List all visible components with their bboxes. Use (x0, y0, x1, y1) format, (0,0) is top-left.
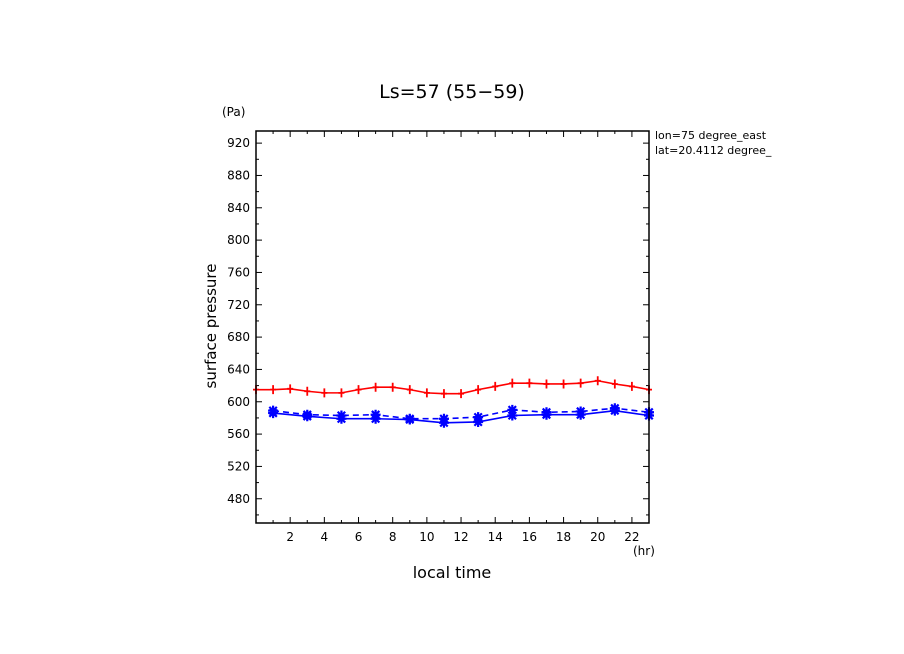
annotation-lon: lon=75 degree_east (655, 129, 767, 142)
series-point-2 (370, 409, 381, 420)
series-point-0 (270, 385, 277, 395)
annotation-lat: lat=20.4112 degree_ (655, 144, 772, 157)
series-point-2 (575, 406, 586, 417)
x-tick-label: 4 (321, 530, 329, 544)
x-tick-label: 22 (624, 530, 639, 544)
chart-title: Ls=57 (55−59) (379, 81, 525, 103)
y-tick-label: 640 (227, 362, 250, 376)
y-tick-label: 480 (227, 492, 250, 506)
x-tick-label: 14 (488, 530, 503, 544)
series-point-0 (372, 382, 379, 392)
series-point-2 (541, 407, 552, 418)
series-line-2 (272, 407, 650, 420)
series-point-2 (404, 413, 415, 424)
series-point-0 (406, 385, 413, 395)
series-point-2 (438, 413, 449, 424)
series-point-2 (268, 405, 279, 416)
series-point-0 (594, 376, 601, 386)
series-point-2 (473, 412, 484, 423)
y-tick-label: 880 (227, 168, 250, 182)
series-point-0 (440, 389, 447, 399)
series-point-1 (507, 410, 518, 421)
x-tick-label: 8 (389, 530, 397, 544)
series-point-0 (526, 378, 533, 388)
y-tick-label: 760 (227, 265, 250, 279)
y-tick-label: 560 (227, 427, 250, 441)
y-tick-label: 600 (227, 395, 250, 409)
y-tick-label: 920 (227, 136, 250, 150)
series-point-0 (389, 382, 396, 392)
x-tick-label: 12 (453, 530, 468, 544)
axes: 2 4 6 8 10 12 14 16 18 20 22 480 520 560 600 640 680 720 7… (227, 131, 650, 544)
series-point-0 (492, 381, 499, 391)
series-line-0 (256, 379, 650, 395)
y-tick-label: 680 (227, 330, 250, 344)
x-tick-label: 6 (355, 530, 363, 544)
series-line-1 (273, 409, 650, 424)
y-tick-label: 520 (227, 459, 250, 473)
series-point-0 (543, 379, 550, 389)
series-point-2 (609, 403, 620, 414)
y-tick-label: 840 (227, 201, 250, 215)
x-axis-label: local time (413, 563, 492, 582)
series-point-0 (458, 389, 465, 399)
y-tick-label: 720 (227, 298, 250, 312)
y-axis-label: surface pressure (202, 264, 220, 389)
series-point-0 (355, 385, 362, 395)
series-point-2 (507, 404, 518, 415)
series-point-0 (628, 381, 635, 391)
x-unit-label: (hr) (633, 544, 655, 558)
series-point-2 (336, 410, 347, 421)
x-tick-label: 18 (556, 530, 571, 544)
x-tick-label: 16 (522, 530, 537, 544)
y-tick-label: 800 (227, 233, 250, 247)
series-point-0 (475, 385, 482, 395)
series-point-0 (287, 384, 294, 394)
series-point-0 (321, 388, 328, 398)
x-tick-label: 10 (419, 530, 434, 544)
plot-frame (255, 130, 650, 524)
series-point-0 (338, 388, 345, 398)
series-point-0 (577, 378, 584, 388)
x-tick-label: 2 (286, 530, 294, 544)
series-point-0 (611, 379, 618, 389)
series-point-0 (560, 379, 567, 389)
series-point-0 (509, 378, 516, 388)
series-group (253, 376, 654, 428)
x-tick-label: 20 (590, 530, 605, 544)
series-point-2 (302, 409, 313, 420)
series-point-0 (304, 386, 311, 396)
series-point-0 (423, 388, 430, 398)
y-unit-label: (Pa) (222, 105, 245, 119)
